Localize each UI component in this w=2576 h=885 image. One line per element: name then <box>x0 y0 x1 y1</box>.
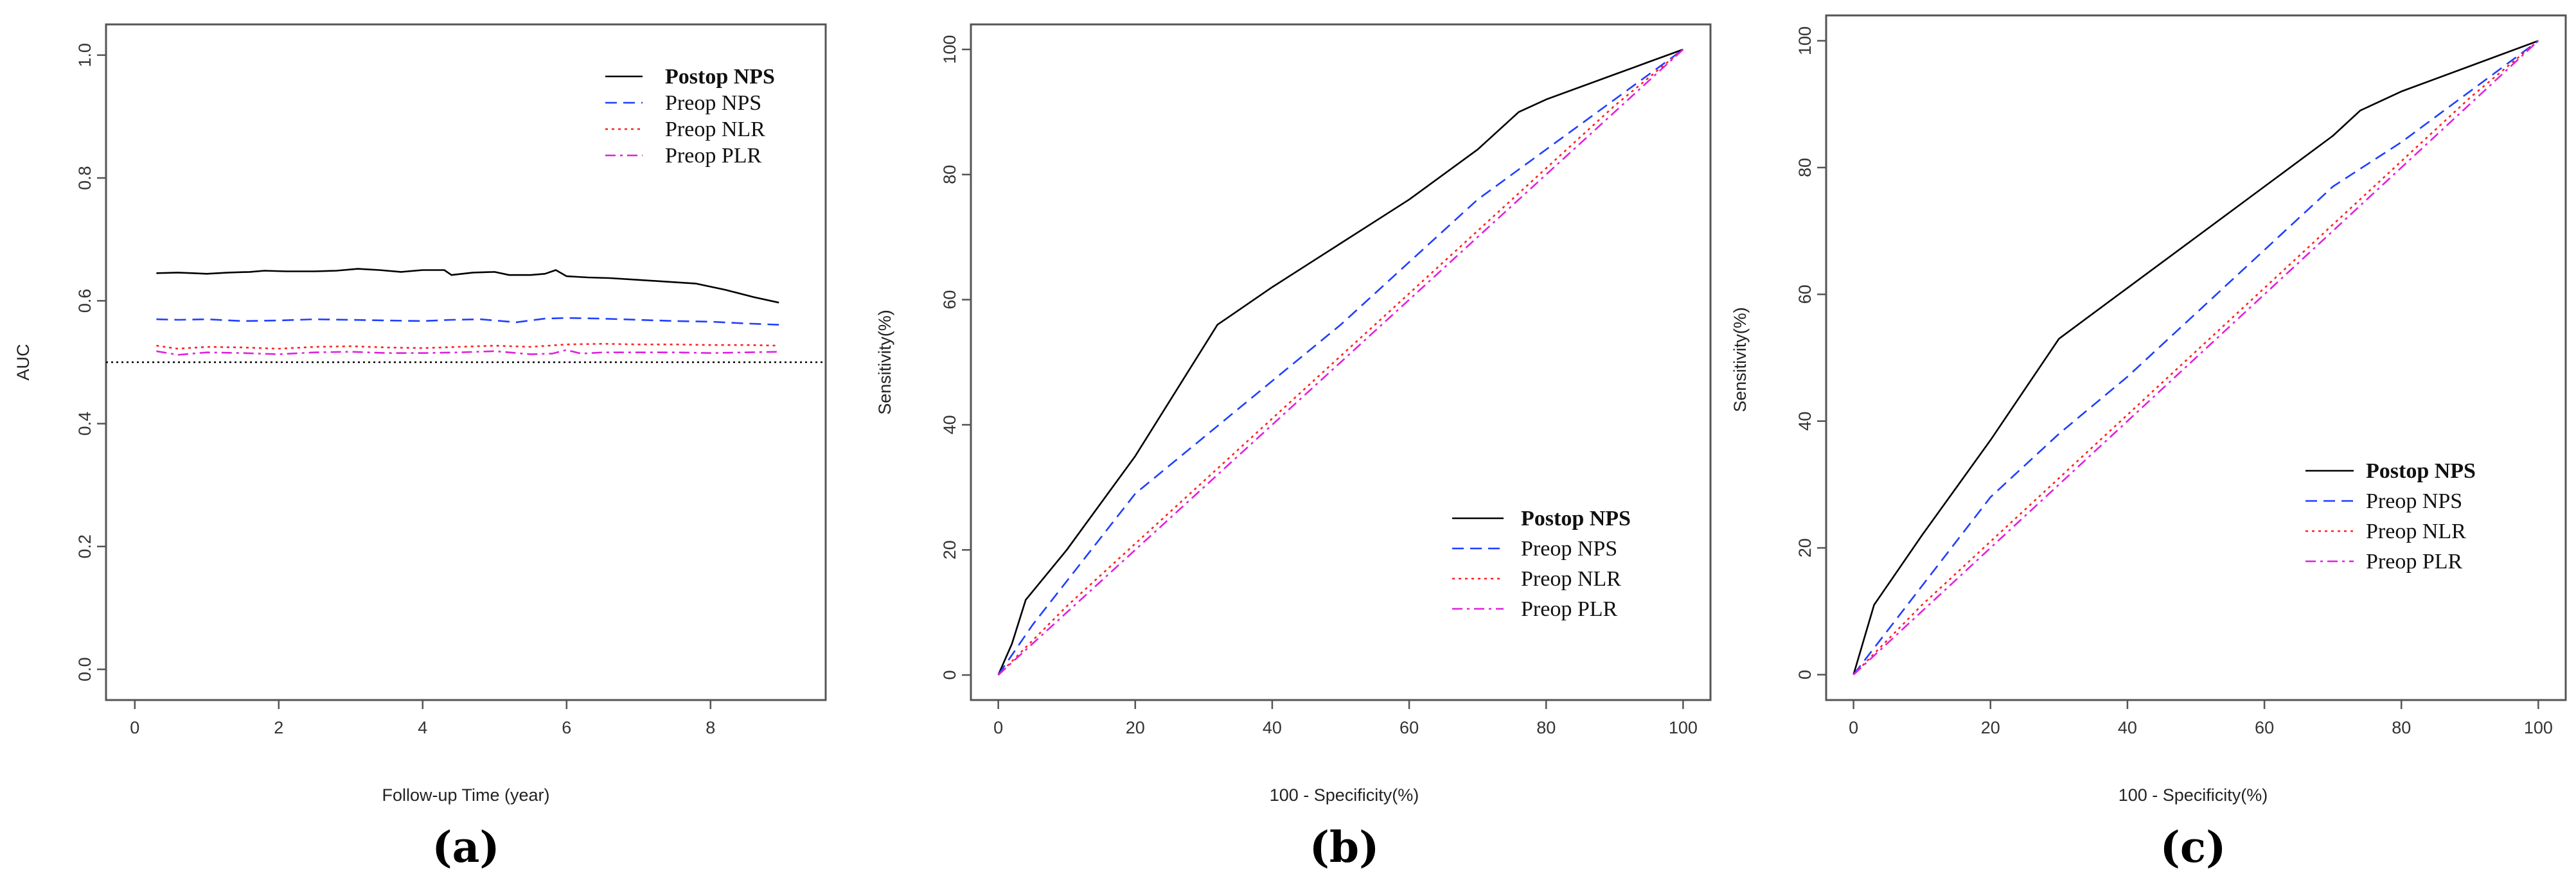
y-tick-label: 0 <box>940 670 959 680</box>
chart-panel-c: 0 20 40 60 80 100 0 20 40 60 80 100 Postop NPS Preo… <box>1730 14 2567 872</box>
y-axis-label: AUC <box>13 344 33 380</box>
panel-label: (b) <box>1310 822 1380 872</box>
y-tick-label: 60 <box>1795 285 1815 304</box>
x-tick-label: 100 <box>2524 718 2553 737</box>
x-tick-label: 40 <box>1263 718 1282 737</box>
series-preop-nps <box>997 48 1684 676</box>
plot-frame <box>970 23 1712 701</box>
legend-label: Postop NPS <box>1521 507 1631 530</box>
legend-label: Preop PLR <box>1521 597 1618 621</box>
y-tick-label: 40 <box>1795 412 1815 431</box>
x-ticks: 0 20 40 60 80 100 <box>993 700 1698 737</box>
series-lines <box>156 268 779 356</box>
series-postop-nps <box>997 48 1683 676</box>
x-tick-label: 2 <box>274 718 283 737</box>
x-tick-label: 20 <box>1126 718 1145 737</box>
legend-label: Postop NPS <box>2366 459 2476 483</box>
series-preop-nps <box>156 317 779 326</box>
series-preop-nlr <box>156 342 779 350</box>
legend: Postop NPS Preop NPS Preop NLR Preop PLR <box>2305 459 2476 574</box>
legend-label: Preop NPS <box>2366 489 2462 513</box>
series-preop-plr <box>1852 40 2539 676</box>
series-preop-plr <box>997 49 1684 676</box>
legend-label: Postop NPS <box>665 65 775 89</box>
series-lines <box>997 48 1684 676</box>
y-tick-label: 0.2 <box>75 534 94 559</box>
y-tick-label: 0.6 <box>75 289 94 313</box>
x-tick-label: 0 <box>993 718 1003 737</box>
legend-label: Preop NLR <box>2366 520 2466 543</box>
y-tick-label: 100 <box>940 35 959 64</box>
chart-panel-b: 0 20 40 60 80 100 0 20 40 60 80 100 Postop NPS Preo… <box>875 23 1712 872</box>
series-preop-nps <box>1852 40 2539 676</box>
x-tick-label: 100 <box>1669 718 1698 737</box>
x-tick-label: 40 <box>2118 718 2137 737</box>
y-tick-label: 20 <box>1795 538 1815 557</box>
x-tick-label: 80 <box>2392 718 2411 737</box>
legend-label: Preop NLR <box>665 118 765 141</box>
panel-label: (c) <box>2160 822 2226 872</box>
x-axis-label: Follow-up Time (year) <box>382 785 549 805</box>
x-tick-label: 60 <box>2255 718 2274 737</box>
y-tick-label: 100 <box>1795 26 1815 55</box>
series-lines <box>1852 40 2539 676</box>
y-axis-label: Sensitivity(%) <box>1730 307 1750 412</box>
series-preop-plr <box>156 349 779 356</box>
series-preop-nlr <box>1852 40 2539 676</box>
x-tick-label: 20 <box>1981 718 2000 737</box>
x-tick-label: 0 <box>1849 718 1858 737</box>
y-tick-label: 0.0 <box>75 657 94 681</box>
y-ticks: 0.0 0.2 0.4 0.6 0.8 1.0 <box>75 43 106 681</box>
y-tick-label: 0.8 <box>75 166 94 190</box>
panel-label: (a) <box>432 822 499 872</box>
legend-label: Preop PLR <box>665 144 762 168</box>
legend-label: Preop NPS <box>1521 537 1617 561</box>
series-postop-nps <box>156 268 779 304</box>
plot-frame <box>1825 14 2567 701</box>
y-ticks: 0 20 40 60 80 100 <box>1795 26 1826 679</box>
y-tick-label: 0 <box>1795 670 1815 679</box>
x-tick-label: 80 <box>1536 718 1556 737</box>
x-tick-label: 8 <box>706 718 715 737</box>
x-tick-label: 60 <box>1399 718 1419 737</box>
legend-label: Preop NLR <box>1521 567 1621 591</box>
legend-label: Preop NPS <box>665 91 761 115</box>
legend: Postop NPS Preop NPS Preop NLR Preop PLR <box>1452 507 1631 621</box>
y-tick-label: 20 <box>940 540 959 559</box>
x-axis-label: 100 - Specificity(%) <box>2119 785 2268 805</box>
series-postop-nps <box>1852 40 2539 675</box>
x-ticks: 0 2 4 6 8 <box>130 700 715 737</box>
x-tick-label: 4 <box>418 718 427 737</box>
x-tick-label: 0 <box>130 718 139 737</box>
y-ticks: 0 20 40 60 80 100 <box>940 35 971 680</box>
y-tick-label: 0.4 <box>75 412 94 436</box>
y-tick-label: 80 <box>940 165 959 184</box>
y-tick-label: 40 <box>940 415 959 434</box>
x-ticks: 0 20 40 60 80 100 <box>1849 700 2553 737</box>
y-axis-label: Sensitivity(%) <box>875 310 894 415</box>
y-tick-label: 80 <box>1795 158 1815 177</box>
legend-label: Preop PLR <box>2366 550 2463 574</box>
y-tick-label: 60 <box>940 290 959 310</box>
x-tick-label: 6 <box>562 718 571 737</box>
y-tick-label: 1.0 <box>75 43 94 67</box>
x-axis-label: 100 - Specificity(%) <box>1270 785 1419 805</box>
